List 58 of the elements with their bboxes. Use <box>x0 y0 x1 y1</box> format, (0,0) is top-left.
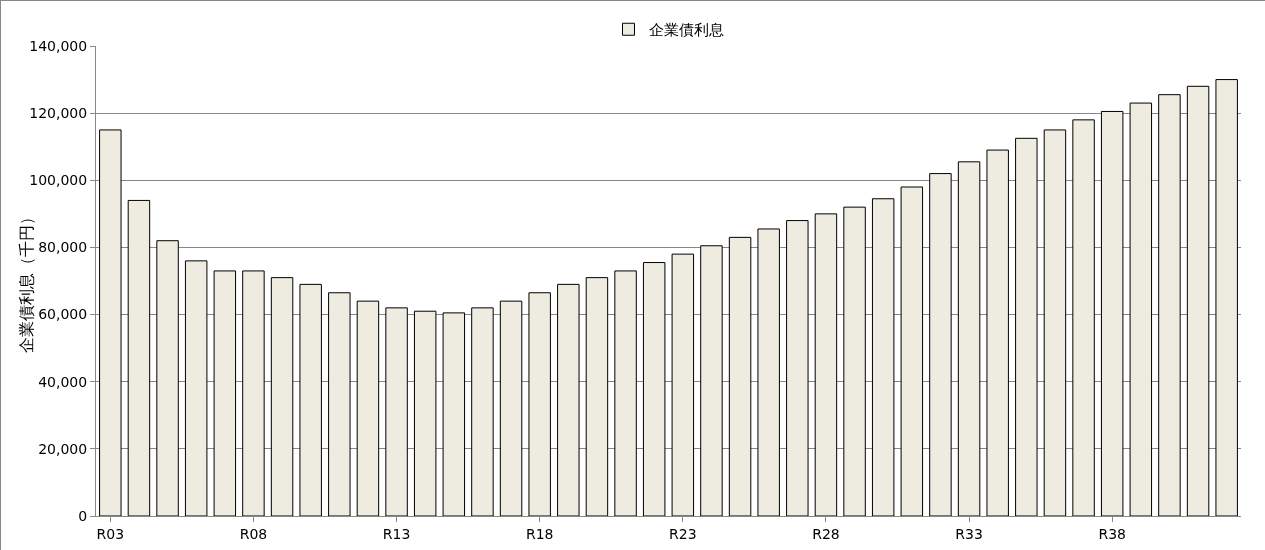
y-tick-label: 60,000 <box>38 306 88 323</box>
bar <box>356 300 380 516</box>
bar <box>270 277 294 516</box>
bar <box>1015 137 1038 516</box>
bar <box>242 270 265 516</box>
bar <box>1158 94 1181 516</box>
x-tick-label: R03 <box>96 525 125 542</box>
bar <box>700 245 723 516</box>
bar <box>614 270 637 516</box>
x-tick-label: R38 <box>1098 525 1126 542</box>
bar <box>557 283 580 516</box>
bar <box>156 240 179 516</box>
y-tick-label: 120,000 <box>29 105 88 122</box>
bar <box>385 307 408 516</box>
bar <box>728 236 752 516</box>
y-tick-label: 80,000 <box>38 239 88 256</box>
bar <box>442 312 466 516</box>
bar <box>986 149 1009 516</box>
bar <box>957 161 981 516</box>
bar <box>786 220 809 516</box>
bar <box>99 129 122 516</box>
bar <box>184 260 208 516</box>
x-tick-label: R23 <box>669 525 697 542</box>
y-tick-label: 0 <box>78 507 88 524</box>
bar <box>585 277 609 516</box>
bar <box>757 228 780 516</box>
bar <box>413 310 437 516</box>
y-axis-title: 企業債利息（千円） <box>17 209 37 353</box>
bar <box>213 270 237 516</box>
bar <box>642 262 666 516</box>
y-tick-label: 100,000 <box>29 172 88 189</box>
x-tick-label: R13 <box>382 525 411 542</box>
bar <box>843 206 866 516</box>
bar <box>299 283 322 516</box>
bar <box>671 253 695 516</box>
bar <box>1072 119 1095 516</box>
bar <box>1043 129 1067 516</box>
bar <box>1215 79 1238 516</box>
bar <box>499 300 523 516</box>
bar <box>1129 102 1153 516</box>
bar <box>814 213 838 516</box>
y-tick-label: 20,000 <box>38 440 88 457</box>
x-tick-label: R33 <box>955 525 983 542</box>
x-tick-label: R18 <box>525 525 554 542</box>
legend-label: 企業債利息 <box>648 21 724 40</box>
bar <box>471 307 494 516</box>
bar <box>871 198 895 516</box>
y-tick-label: 140,000 <box>29 37 88 54</box>
bar <box>1186 85 1210 516</box>
x-tick-label: R28 <box>812 525 840 542</box>
bar <box>900 186 924 516</box>
bar <box>328 292 351 516</box>
bar <box>1100 110 1124 516</box>
y-tick-label: 40,000 <box>38 373 88 390</box>
bar <box>929 173 952 516</box>
bar <box>528 292 551 516</box>
x-tick-label: R08 <box>239 525 268 542</box>
bar <box>127 199 151 516</box>
